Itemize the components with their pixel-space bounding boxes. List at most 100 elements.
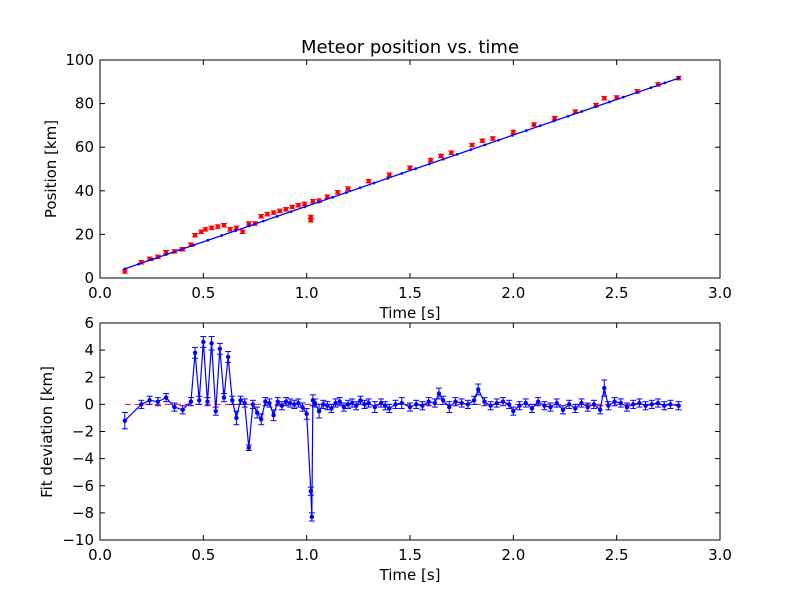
y-tick-label: −2 [72,423,94,441]
x-tick-label: 3.0 [708,546,732,564]
y-tick-label: −6 [72,477,94,495]
deviation-point [372,404,378,410]
y-axis-label: Position [km] [42,120,60,218]
fit-point [649,86,653,90]
observed-point [366,179,371,184]
observed-point [335,190,340,195]
deviation-point [316,408,322,414]
y-tick-label: 40 [75,182,94,200]
fit-point [261,219,265,223]
x-tick-label: 1.0 [295,546,319,564]
deviation-point [345,402,351,407]
deviation-point [287,400,293,406]
fit-point [248,224,251,228]
x-axis-label: Time [s] [379,566,441,584]
x-axis-label: Time [s] [379,304,441,322]
fit-point [372,181,376,185]
fit-point [178,248,182,252]
plot-frame [99,322,721,541]
observed-point [163,250,169,255]
deviation-point [246,445,251,450]
observed-point [265,211,270,217]
observed-point [449,150,454,155]
deviation-point [312,400,318,406]
observed-point [283,207,289,212]
y-tick-label: 100 [65,51,94,69]
deviation-point [560,407,566,412]
fit-point [123,267,127,271]
observed-point [199,229,204,234]
y-tick-label: 20 [75,225,94,243]
observed-point [387,172,392,177]
deviation-point [414,402,419,407]
x-tick-label: 2.0 [501,546,525,564]
deviation-point [349,400,355,406]
deviation-point [292,402,297,407]
observed-point [407,165,413,170]
deviation-chart: 0.0 0.5 1.0 1.5 2.0 2.5 3.0 −10 −8 −6 −4 −2 0 2 4 6 Tim… [38,314,732,584]
fit-point [497,138,501,142]
deviation-point [383,403,388,408]
deviation-point [329,406,334,411]
deviation-point [139,402,144,407]
deviation-point [637,400,642,406]
deviation-point [283,399,289,404]
deviation-point [631,402,636,407]
deviation-point [225,354,231,360]
deviation-point [612,399,617,404]
deviation-point [476,387,481,392]
deviation-point [309,514,315,520]
deviation-point [507,402,512,407]
deviation-point [517,403,522,408]
deviation-point [399,400,404,406]
deviation-point [542,403,547,408]
deviation-point [325,403,330,408]
y-tick-label: 2 [84,368,94,386]
deviation-point [676,403,681,408]
deviation-point [482,399,487,404]
observed-point [531,122,537,127]
deviation-point [192,350,198,356]
fit-point [621,95,625,99]
deviation-point [321,402,326,407]
fit-point [663,81,667,85]
observed-point [215,224,220,229]
fit-point [524,129,528,132]
observed-point [221,223,227,228]
fit-point [580,110,584,113]
deviation-point [242,400,247,406]
deviation-point [122,418,128,423]
deviation-point [238,398,243,403]
fit-point [275,214,279,218]
position-plot-area: 0.0 0.5 1.0 1.5 2.0 2.5 3.0 0 20 40 60 80 100 [65,51,732,302]
x-tick-label: 1.0 [295,284,319,302]
observed-point [192,233,198,238]
deviation-point [566,402,572,407]
deviation-point [459,400,464,406]
chart-title: Meteor position vs. time [301,37,519,58]
deviation-point [354,403,359,408]
deviation-point [250,402,256,407]
fit-point [303,205,307,209]
observed-point [310,199,316,204]
deviation-point [649,402,654,407]
deviation-point [230,398,235,403]
deviation-point [668,402,673,407]
fit-point [552,119,556,123]
deviation-point [618,400,623,406]
deviation-point [554,400,559,406]
observed-point [259,214,264,219]
fit-point [386,176,390,180]
deviation-point [436,391,442,396]
deviation-point [221,395,227,400]
observed-point [602,95,607,101]
deviation-point [548,404,553,410]
y-tick-label: −8 [72,504,94,522]
deviation-point [500,399,506,404]
fit-point [469,148,473,152]
observed-point [428,157,433,163]
deviation-point [308,488,313,494]
fit-point [164,253,168,256]
fit-point [234,229,237,233]
deviation-point [471,398,477,403]
